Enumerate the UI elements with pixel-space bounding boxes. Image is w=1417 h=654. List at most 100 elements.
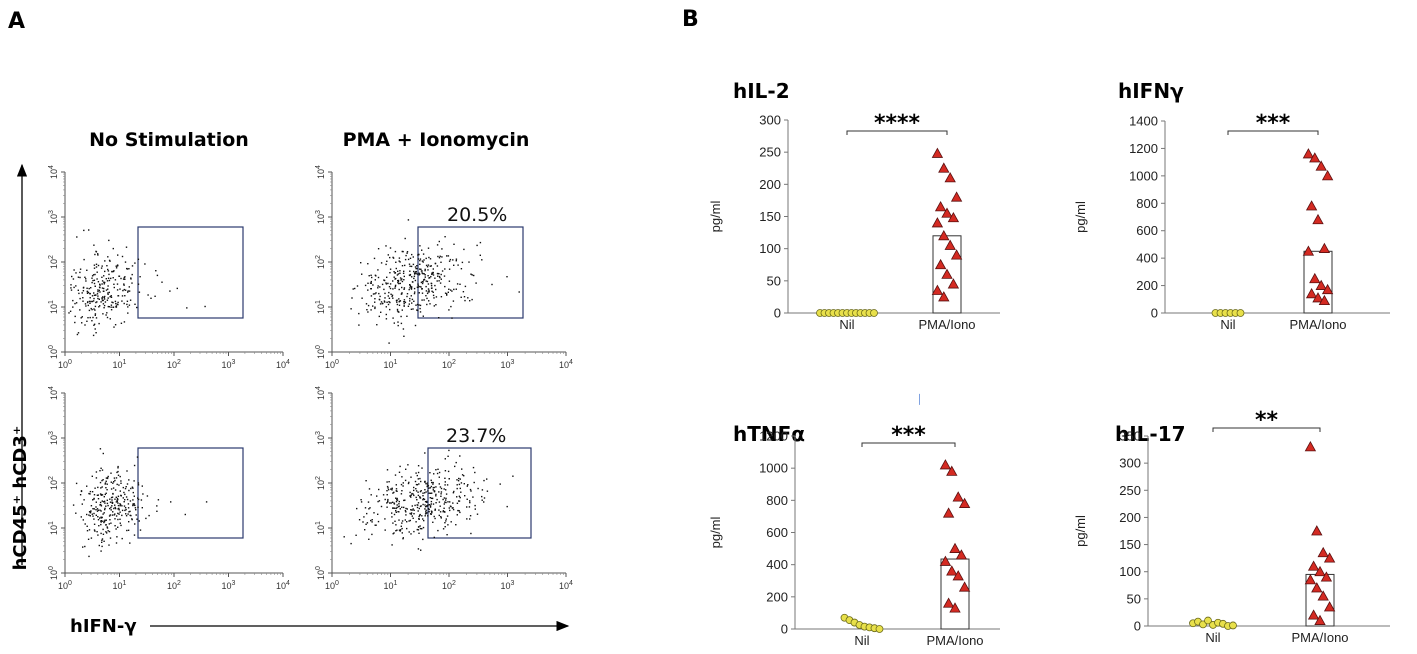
- event-dot: [391, 501, 394, 503]
- event-dot: [423, 498, 426, 501]
- flow-x-tick-label: 101: [113, 359, 127, 370]
- event-dot: [374, 307, 376, 310]
- flow-x-tick-label: 104: [559, 580, 573, 591]
- event-dot: [431, 497, 433, 499]
- data-point-pma: [950, 191, 963, 202]
- event-dot: [161, 281, 163, 283]
- event-dot: [412, 517, 414, 519]
- event-dot: [401, 286, 403, 289]
- event-dot: [137, 258, 140, 260]
- event-dot: [403, 275, 405, 278]
- event-dot: [409, 297, 411, 300]
- flow-y-tick-label: 101: [48, 521, 59, 535]
- event-dot: [392, 522, 394, 524]
- data-point-pma: [1323, 601, 1336, 612]
- event-dot: [471, 274, 473, 276]
- event-dot: [91, 320, 93, 322]
- event-dot: [409, 512, 411, 515]
- event-dot: [103, 496, 105, 498]
- event-dot: [443, 507, 445, 509]
- event-dot: [100, 550, 102, 552]
- event-dot: [392, 288, 394, 290]
- event-dot: [115, 528, 117, 530]
- data-point-pma: [941, 207, 953, 218]
- event-dot: [117, 504, 120, 507]
- event-dot: [413, 292, 416, 295]
- event-dot: [96, 293, 99, 295]
- event-dot: [111, 514, 114, 516]
- event-dot: [95, 477, 98, 479]
- event-dot: [407, 305, 410, 307]
- event-dot: [371, 519, 373, 521]
- event-dot: [398, 304, 401, 306]
- event-dot: [415, 496, 417, 499]
- event-dot: [111, 502, 114, 504]
- event-dot: [393, 513, 396, 516]
- event-dot: [100, 520, 102, 522]
- event-dot: [457, 264, 459, 266]
- event-dot: [398, 260, 400, 262]
- event-dot: [412, 256, 414, 258]
- event-dot: [440, 493, 442, 495]
- event-dot: [394, 284, 397, 287]
- event-dot: [107, 297, 109, 299]
- event-dot: [97, 297, 99, 300]
- event-dot: [84, 303, 87, 305]
- event-dot: [396, 303, 399, 306]
- event-dot: [76, 333, 79, 336]
- event-dot: [105, 531, 107, 533]
- event-dot: [401, 250, 403, 253]
- data-point-pma: [1311, 525, 1323, 536]
- event-dot: [124, 278, 126, 280]
- event-dot: [91, 491, 94, 493]
- event-dot: [119, 475, 121, 478]
- event-dot: [423, 279, 425, 281]
- event-dot: [90, 300, 92, 303]
- event-dot: [146, 495, 149, 497]
- event-dot: [413, 277, 415, 280]
- event-dot: [136, 518, 138, 520]
- event-dot: [111, 270, 113, 273]
- event-dot: [108, 239, 110, 242]
- event-dot: [464, 495, 466, 497]
- event-dot: [394, 474, 397, 476]
- event-dot: [425, 512, 427, 514]
- event-dot: [444, 458, 446, 460]
- event-dot: [374, 306, 376, 308]
- event-dot: [88, 229, 90, 231]
- event-dot: [358, 519, 361, 521]
- event-dot: [350, 308, 352, 310]
- event-dot: [424, 501, 427, 503]
- event-dot: [129, 542, 131, 544]
- event-dot: [108, 279, 111, 282]
- event-dot: [457, 509, 459, 512]
- data-point-pma: [955, 549, 968, 560]
- event-dot: [380, 505, 383, 508]
- event-dot: [86, 530, 89, 532]
- event-dot: [421, 292, 424, 294]
- event-dot: [410, 265, 413, 268]
- event-dot: [428, 508, 430, 511]
- event-dot: [393, 507, 396, 509]
- event-dot: [105, 480, 107, 482]
- event-dot: [128, 290, 131, 292]
- event-dot: [368, 508, 370, 510]
- flow-y-tick-label: 103: [48, 210, 59, 224]
- event-dot: [414, 480, 417, 483]
- event-dot: [392, 280, 394, 282]
- y-tick-label: 0: [1134, 619, 1141, 634]
- event-dot: [108, 523, 110, 525]
- data-point-pma: [931, 217, 944, 228]
- event-dot: [403, 301, 405, 303]
- event-dot: [104, 260, 106, 262]
- event-dot: [407, 464, 409, 466]
- event-dot: [95, 471, 98, 473]
- event-dot: [105, 487, 107, 489]
- event-dot: [419, 285, 421, 288]
- event-dot: [399, 465, 401, 468]
- flow-x-tick-label: 100: [325, 359, 339, 370]
- event-dot: [93, 497, 95, 500]
- event-dot: [426, 505, 428, 508]
- event-dot: [112, 270, 115, 273]
